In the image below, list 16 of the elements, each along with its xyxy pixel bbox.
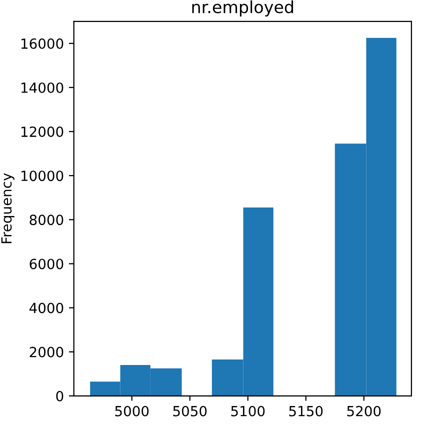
y-tick-label: 0: [56, 390, 64, 402]
x-tick-label: 5150: [289, 406, 323, 416]
y-tick-label: 12000: [21, 126, 64, 138]
y-tick-label: 2000: [30, 346, 64, 358]
x-tick-label: 5100: [231, 406, 265, 416]
x-tick-label: 5050: [173, 406, 207, 416]
x-tick-label: 5000: [115, 406, 149, 416]
y-tick-label: 4000: [29, 302, 64, 314]
x-tick-label: 5200: [347, 406, 381, 416]
y-tick-label: 10000: [21, 170, 64, 182]
y-tick-label: 6000: [30, 258, 64, 270]
y-tick-label: 8000: [30, 214, 64, 226]
y-axis-title: Frequency: [1, 173, 14, 244]
chart-title: nr.employed: [192, 0, 294, 17]
y-tick-label: 16000: [21, 38, 64, 49]
y-tick-label: 14000: [21, 82, 64, 93]
